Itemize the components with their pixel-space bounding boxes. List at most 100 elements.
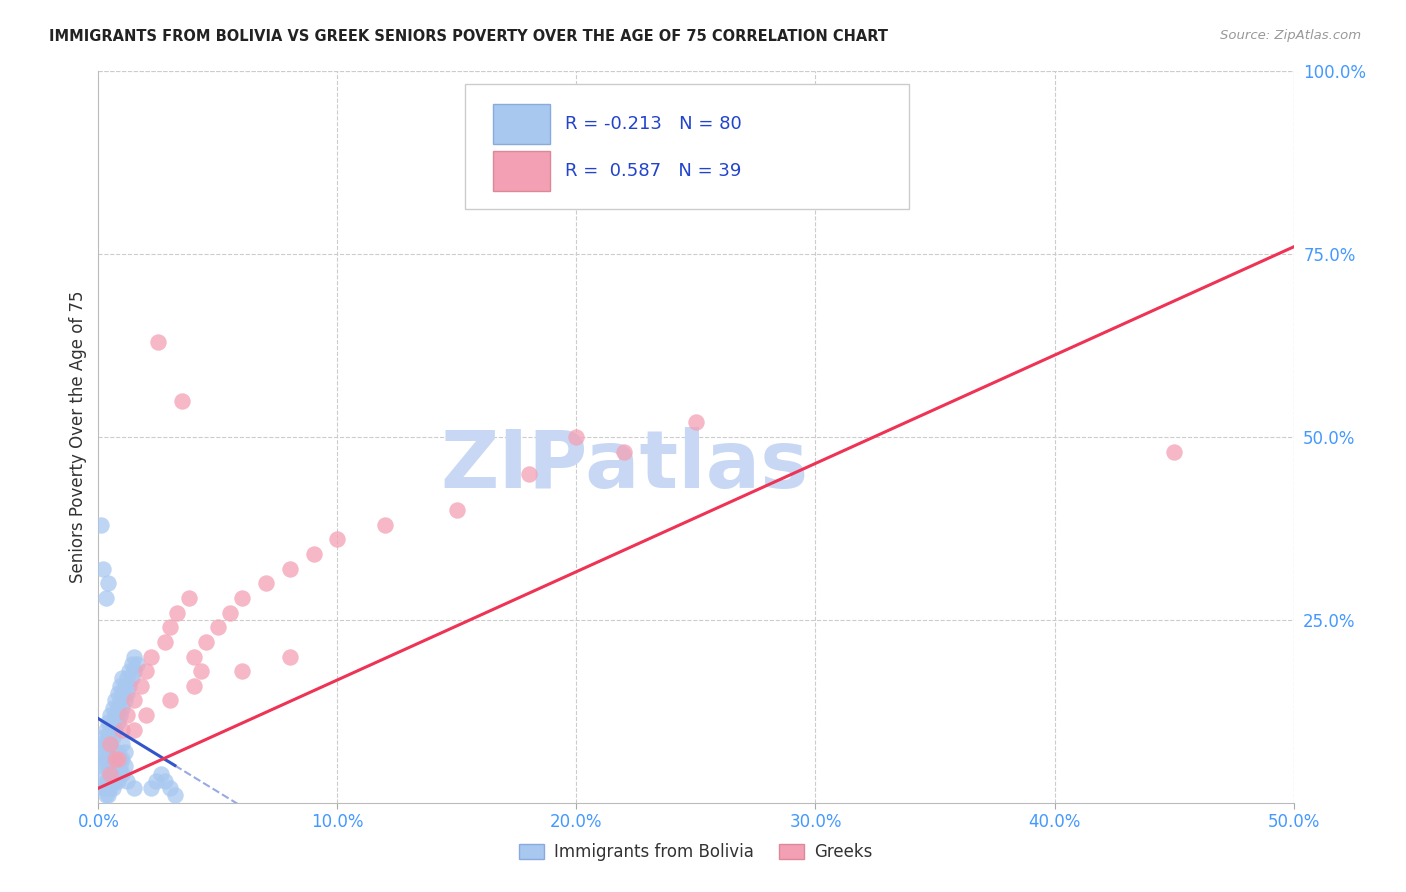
Point xyxy=(98,723,122,737)
Text: Source: ZipAtlas.com: Source: ZipAtlas.com xyxy=(1220,29,1361,42)
Point xyxy=(115,672,138,686)
Point xyxy=(139,649,162,664)
Point xyxy=(278,649,301,664)
Point xyxy=(148,334,170,349)
FancyBboxPatch shape xyxy=(465,84,908,209)
Point xyxy=(231,664,253,678)
Point xyxy=(124,649,146,664)
Point xyxy=(111,672,134,686)
Point xyxy=(98,737,122,751)
Point xyxy=(118,664,141,678)
Point xyxy=(101,700,124,714)
Point xyxy=(98,766,122,780)
Point xyxy=(91,766,114,780)
Point xyxy=(565,430,588,444)
Point xyxy=(107,773,129,788)
Point xyxy=(107,686,129,700)
Point xyxy=(114,759,136,773)
Point xyxy=(98,737,122,751)
Point xyxy=(94,789,117,803)
Point xyxy=(104,752,127,766)
Point xyxy=(254,576,277,591)
Point xyxy=(94,737,117,751)
Point xyxy=(159,620,181,634)
Point xyxy=(114,693,136,707)
Point xyxy=(97,715,120,730)
Point xyxy=(190,664,212,678)
Point xyxy=(98,766,122,780)
Point xyxy=(101,730,124,744)
Point xyxy=(101,752,124,766)
Point xyxy=(124,664,146,678)
Text: ZIPatlas: ZIPatlas xyxy=(440,427,808,506)
Point xyxy=(97,576,120,591)
Point xyxy=(231,591,253,605)
Point xyxy=(149,766,172,780)
Point xyxy=(108,759,131,773)
Point xyxy=(104,766,127,780)
Point xyxy=(207,620,229,634)
Point xyxy=(107,700,129,714)
Point xyxy=(155,635,177,649)
Point xyxy=(108,752,131,766)
Point xyxy=(111,700,134,714)
Point xyxy=(114,679,136,693)
Point xyxy=(108,766,131,780)
Point xyxy=(125,657,148,671)
Point xyxy=(98,773,122,788)
Point xyxy=(107,745,129,759)
Point xyxy=(111,723,134,737)
Point xyxy=(135,664,157,678)
Point xyxy=(89,737,111,751)
Point xyxy=(94,723,117,737)
Point xyxy=(101,715,124,730)
Point xyxy=(115,773,138,788)
Point xyxy=(685,416,707,430)
Point xyxy=(104,693,127,707)
Point xyxy=(111,737,134,751)
Point xyxy=(111,752,134,766)
Point xyxy=(94,781,117,796)
Point xyxy=(101,781,124,796)
Point xyxy=(115,686,138,700)
Point xyxy=(104,773,127,788)
Legend: Immigrants from Bolivia, Greeks: Immigrants from Bolivia, Greeks xyxy=(513,837,879,868)
Point xyxy=(91,759,114,773)
Point xyxy=(159,693,181,707)
Point xyxy=(302,547,325,561)
Point xyxy=(91,730,114,744)
Point xyxy=(278,562,301,576)
Text: IMMIGRANTS FROM BOLIVIA VS GREEK SENIORS POVERTY OVER THE AGE OF 75 CORRELATION : IMMIGRANTS FROM BOLIVIA VS GREEK SENIORS… xyxy=(49,29,889,44)
Point xyxy=(108,679,131,693)
Point xyxy=(183,649,205,664)
Point xyxy=(111,686,134,700)
FancyBboxPatch shape xyxy=(494,151,550,192)
FancyBboxPatch shape xyxy=(494,103,550,144)
Point xyxy=(107,715,129,730)
Point xyxy=(326,533,349,547)
Point xyxy=(124,723,146,737)
Point xyxy=(97,730,120,744)
Point xyxy=(91,781,114,796)
Point xyxy=(108,693,131,707)
Point xyxy=(94,591,117,605)
Point xyxy=(374,517,396,532)
Point xyxy=(155,773,177,788)
Point xyxy=(97,759,120,773)
Point xyxy=(172,393,194,408)
Point xyxy=(517,467,540,481)
Point xyxy=(163,789,186,803)
Point xyxy=(159,781,181,796)
Point xyxy=(104,759,127,773)
Point xyxy=(107,759,129,773)
Point xyxy=(124,693,146,707)
Point xyxy=(114,745,136,759)
Point xyxy=(104,723,127,737)
Text: R =  0.587   N = 39: R = 0.587 N = 39 xyxy=(565,162,741,180)
Point xyxy=(111,766,134,780)
Point xyxy=(613,444,636,458)
Point xyxy=(446,503,468,517)
Point xyxy=(97,745,120,759)
Text: R = -0.213   N = 80: R = -0.213 N = 80 xyxy=(565,115,741,133)
Point xyxy=(179,591,201,605)
